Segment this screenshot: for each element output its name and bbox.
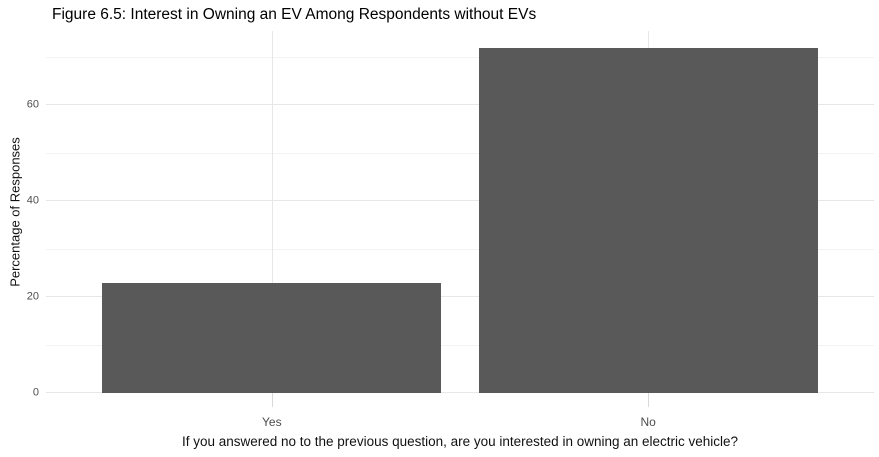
y-tick-label: 60 xyxy=(26,98,39,111)
x-axis-tick xyxy=(648,393,650,407)
y-tick-label: 40 xyxy=(26,194,39,207)
y-gridline-minor xyxy=(46,249,874,251)
chart-title: Figure 6.5: Interest in Owning an EV Amo… xyxy=(52,6,537,23)
x-tick-label-no: No xyxy=(640,415,656,429)
y-gridline-major xyxy=(46,296,874,298)
y-tick-label: 20 xyxy=(26,290,39,303)
x-axis-title: If you answered no to the previous quest… xyxy=(181,434,739,449)
y-gridline-minor xyxy=(46,345,874,347)
y-axis-title: Percentage of Responses xyxy=(7,137,23,287)
y-tick-label: 0 xyxy=(32,386,39,399)
x-gridline-major xyxy=(271,31,273,393)
y-gridline-minor xyxy=(46,57,874,59)
bar-no xyxy=(478,47,818,393)
plot-panel: Yes No 0 20 40 60 xyxy=(27,31,874,428)
y-gridline-minor xyxy=(46,153,874,155)
y-gridline-major xyxy=(46,200,874,202)
x-axis-tick xyxy=(271,393,273,407)
y-gridline-major xyxy=(46,104,874,106)
bar-yes xyxy=(102,282,442,393)
y-gridline-major xyxy=(46,392,874,393)
x-tick-label-yes: Yes xyxy=(262,415,282,429)
